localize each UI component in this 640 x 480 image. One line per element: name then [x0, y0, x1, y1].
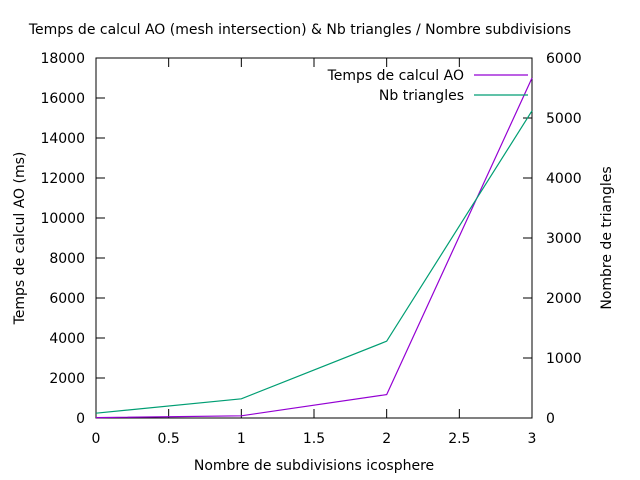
series-line-1: [95, 77, 533, 419]
y2-tick-label: 3000: [546, 231, 582, 247]
y-tick-label: 4000: [49, 331, 85, 347]
x-axis-ticks: 0 0.5 1 1.5 2 2.5 3: [92, 58, 537, 447]
x-tick-label: 1.5: [303, 431, 325, 447]
y-tick-label: 2000: [49, 371, 85, 387]
series-line-2: [95, 110, 533, 414]
y2-tick-label: 2000: [546, 291, 582, 307]
legend-label: Nb triangles: [379, 88, 464, 104]
y2-tick-label: 4000: [546, 171, 582, 187]
x-tick-label: 2.5: [448, 431, 470, 447]
y2-tick-label: 0: [546, 411, 555, 427]
y-tick-label: 6000: [49, 291, 85, 307]
y2-axis-label: Nombre de triangles: [599, 166, 615, 309]
series-layer: [95, 77, 533, 419]
y-tick-label: 12000: [40, 171, 85, 187]
y-tick-label: 0: [76, 411, 85, 427]
y-tick-label: 8000: [49, 251, 85, 267]
x-tick-label: 2: [382, 431, 391, 447]
x-tick-label: 0: [92, 431, 101, 447]
y-tick-label: 18000: [40, 51, 85, 67]
legend-label: Temps de calcul AO: [327, 68, 464, 84]
x-tick-label: 1: [237, 431, 246, 447]
y2-tick-label: 5000: [546, 111, 582, 127]
plot-frame: [95, 57, 533, 419]
y-tick-label: 16000: [40, 91, 85, 107]
x-axis-label: Nombre de subdivisions icosphere: [194, 458, 434, 474]
chart-title: Temps de calcul AO (mesh intersection) &…: [28, 22, 571, 38]
y-tick-label: 14000: [40, 131, 85, 147]
x-tick-label: 0.5: [158, 431, 180, 447]
y2-tick-label: 1000: [546, 351, 582, 367]
y2-tick-label: 6000: [546, 51, 582, 67]
x-tick-label: 3: [528, 431, 537, 447]
y-axis-ticks: 0 2000 4000 6000 8000 10000 12000 14000 16000 180…: [40, 51, 105, 427]
legend: Temps de calcul AO Nb triangles: [327, 68, 528, 104]
y-tick-label: 10000: [40, 211, 85, 227]
y2-axis-ticks: 0 1000 2000 3000 4000 5000 6000: [523, 51, 582, 427]
y-axis-label: Temps de calcul AO (ms): [12, 152, 28, 326]
